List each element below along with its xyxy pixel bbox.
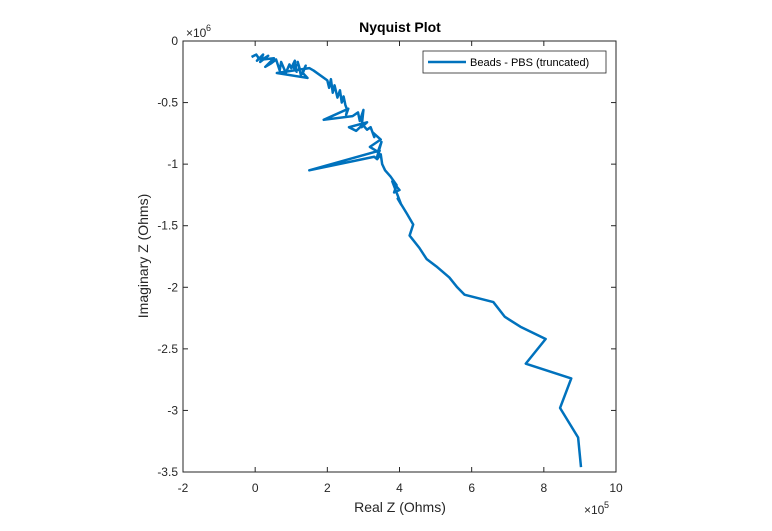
y-tick-label: -0.5: [157, 96, 178, 110]
x-tick-label: 8: [540, 481, 547, 495]
series-line: [250, 53, 583, 468]
x-exponent-power: 5: [604, 500, 609, 510]
x-tick-label: 6: [468, 481, 475, 495]
legend-label: Beads - PBS (truncated): [470, 57, 589, 69]
x-exponent-base: ×10: [584, 503, 605, 517]
y-axis-exponent: ×10 6: [186, 23, 211, 40]
chart-title: Nyquist Plot: [359, 19, 441, 35]
legend: Beads - PBS (truncated): [422, 50, 607, 74]
x-axis-ticks: -2 0 2 4 6 8 10: [178, 41, 623, 495]
y-tick-label: -2.5: [157, 342, 178, 356]
plot-background: [183, 41, 616, 472]
y-axis-label: Imaginary Z (Ohms): [135, 194, 151, 318]
x-tick-label: 10: [609, 481, 623, 495]
series-layer: [250, 53, 583, 468]
x-axis-exponent: ×10 5: [584, 500, 609, 517]
legend-box: [422, 50, 607, 74]
y-tick-label: 0: [171, 34, 178, 48]
x-tick-label: 2: [324, 481, 331, 495]
y-axis-ticks: 0 -0.5 -1 -1.5 -2 -2.5 -3 -3.5: [157, 34, 616, 479]
y-tick-label: -2: [167, 280, 178, 294]
y-tick-label: -3.5: [157, 465, 178, 479]
y-exponent-power: 6: [206, 23, 211, 33]
x-axis-label: Real Z (Ohms): [354, 499, 446, 515]
x-tick-label: -2: [178, 481, 189, 495]
x-tick-label: 4: [396, 481, 403, 495]
y-tick-label: -3: [167, 403, 178, 417]
y-tick-label: -1.5: [157, 219, 178, 233]
x-tick-label: 0: [252, 481, 259, 495]
y-tick-label: -1: [167, 157, 178, 171]
y-exponent-base: ×10: [186, 26, 207, 40]
